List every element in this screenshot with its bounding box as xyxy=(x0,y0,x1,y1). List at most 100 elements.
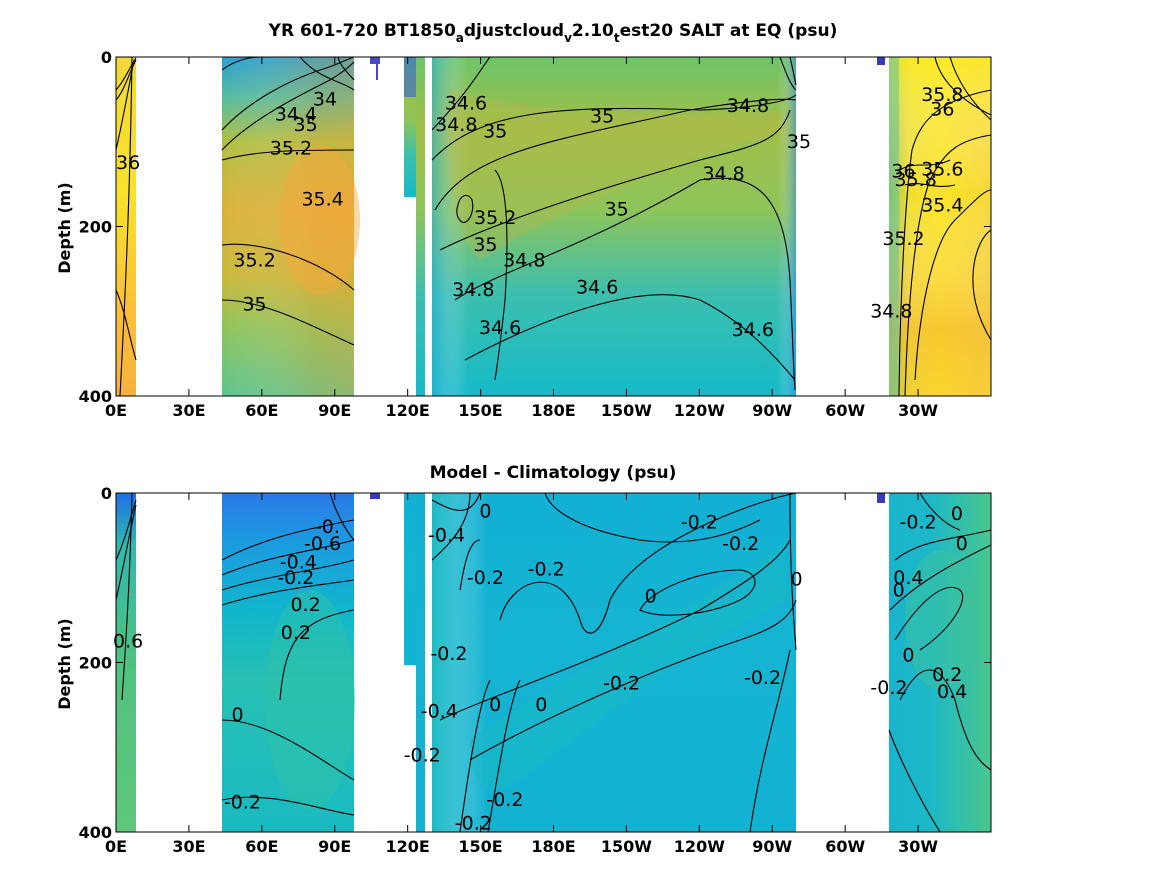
x-tick-label: 30E xyxy=(172,837,205,856)
contour-line xyxy=(221,539,355,576)
x-tick-label: 30W xyxy=(898,837,938,856)
strait-segment xyxy=(376,64,378,80)
contour-label: 0.4 xyxy=(893,567,923,589)
strait-segment xyxy=(370,493,380,499)
contour-line xyxy=(456,194,474,223)
x-tick-label: 150W xyxy=(601,837,652,856)
contour-line xyxy=(221,61,355,151)
title-part: YR 601-720 BT1850 xyxy=(268,21,456,41)
y-tick-label: 400 xyxy=(79,387,112,406)
contour-line xyxy=(888,729,941,833)
ocean-field xyxy=(116,57,991,396)
contour-label: -0.2 xyxy=(681,512,718,534)
x-tick-label: 120E xyxy=(386,837,430,856)
indian-ocean-high-core xyxy=(265,590,355,810)
contour-line xyxy=(899,159,951,171)
contour-label: 0 xyxy=(956,533,968,555)
contour-label: -0.2 xyxy=(404,745,441,767)
contour-label: 0 xyxy=(791,568,803,590)
x-axis: 0E 30E 60E 90E 120E 150E 180E 150W 120W 90W 60W 30W xyxy=(105,493,938,856)
contour-label: -0.2 xyxy=(486,789,523,811)
contour-line xyxy=(221,719,355,781)
y-axis: 0 200 400 xyxy=(79,48,991,406)
contour-label: 34.4 xyxy=(275,104,317,126)
strait-segment xyxy=(370,57,380,64)
contour-line xyxy=(329,492,355,541)
strait-top xyxy=(404,57,416,97)
contour-line xyxy=(221,559,355,591)
contour-label: 34 xyxy=(313,88,337,110)
title-subscript: t xyxy=(614,31,620,45)
x-tick-label: 90E xyxy=(318,837,351,856)
x-tick-label: 60E xyxy=(245,401,278,420)
y-axis-label: Depth (m) xyxy=(55,618,74,710)
contour-label: 36 xyxy=(930,99,954,121)
contour-label: 34.8 xyxy=(452,279,494,301)
contour-line xyxy=(221,243,355,291)
y-axis-label: Depth (m) xyxy=(55,182,74,274)
contour-line xyxy=(115,504,137,601)
contour-labels: 0.6-0.-0.6-0.4-0.20.20.20-0.2-0.40-0.2 -0… xyxy=(113,501,968,835)
x-axis: 0E 30E 60E 90E 120E 150E 180E 150W 120W 90W 60W 30W xyxy=(105,57,938,420)
x-tick-label: 60W xyxy=(825,401,865,420)
title-subscript: v xyxy=(564,31,572,45)
contour-line xyxy=(431,56,491,131)
contour-label: 35.4 xyxy=(921,194,963,216)
contour-line xyxy=(464,294,796,381)
x-tick-label: 90W xyxy=(752,401,792,420)
atlantic-positive-core xyxy=(905,550,975,690)
contour-label: 35 xyxy=(590,105,614,127)
contour-label: -0.4 xyxy=(421,701,458,723)
contour-label: 34.6 xyxy=(445,93,487,115)
contour-label: 0.2 xyxy=(932,664,962,686)
x-tick-label: 150E xyxy=(458,401,502,420)
contour-label: -0.2 xyxy=(870,677,907,699)
atlantic-shade xyxy=(889,57,991,396)
salinity-panel: YR 601-720 BT1850adjustcloudv2.10test20 … xyxy=(55,21,992,420)
y-axis: 0 200 400 xyxy=(79,484,991,842)
y-tick-label: 0 xyxy=(101,484,112,503)
pacific-high-tongue xyxy=(448,90,785,260)
contour-line xyxy=(494,169,508,381)
title-part: 2.10 xyxy=(572,21,614,41)
contour-line xyxy=(221,299,355,346)
contour-label: 36 xyxy=(891,160,915,182)
x-tick-label: 60E xyxy=(245,837,278,856)
gulf-of-guinea-segment xyxy=(877,493,885,503)
contour-label: -0.2 xyxy=(528,558,565,580)
contour-line xyxy=(439,109,791,251)
y-tick-label: 400 xyxy=(79,823,112,842)
contour-line xyxy=(899,669,992,771)
contour-line xyxy=(934,56,992,116)
contour-line xyxy=(499,492,797,634)
y-tick-label: 200 xyxy=(79,654,112,673)
contour-label: 35.8 xyxy=(894,169,936,191)
contour-label: 0 xyxy=(951,503,963,525)
contour-label: -0.2 xyxy=(900,512,937,534)
contour-line xyxy=(221,579,355,606)
contour-label: 35 xyxy=(787,131,811,153)
contour-line xyxy=(221,519,355,561)
title-part: djustcloud xyxy=(464,21,564,41)
contour-label: 34.8 xyxy=(435,114,477,136)
strait-segment xyxy=(404,493,416,665)
x-tick-label: 30E xyxy=(172,401,205,420)
contour-line xyxy=(749,649,791,833)
contour-label: 34.8 xyxy=(702,163,744,185)
contour-line xyxy=(789,492,797,651)
atlantic-west-segment xyxy=(116,57,136,396)
indian-ocean-shade xyxy=(222,57,354,396)
x-tick-label: 180E xyxy=(531,401,575,420)
contour-line xyxy=(789,56,797,86)
contour-line xyxy=(904,183,956,187)
contour-label: 35.2 xyxy=(882,228,924,250)
contour-line xyxy=(115,59,137,101)
pacific-positive-tongue xyxy=(470,540,790,790)
contour-label: -0.2 xyxy=(277,567,314,589)
atlantic-segment xyxy=(889,493,991,832)
contour-line xyxy=(121,492,133,701)
contour-label: 35 xyxy=(242,293,266,315)
x-tick-label: 120W xyxy=(674,401,725,420)
